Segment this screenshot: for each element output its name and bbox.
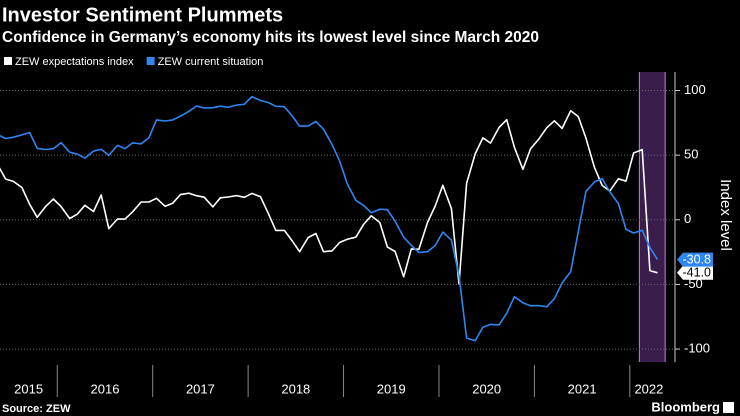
value-label: -41.0 xyxy=(683,266,712,280)
series-line xyxy=(0,95,659,342)
value-label: -30.8 xyxy=(683,252,712,266)
x-tick-label: 2022 xyxy=(634,381,663,396)
value-label-box xyxy=(677,252,713,267)
x-tick-label: 2021 xyxy=(568,381,597,396)
brand: Bloomberg xyxy=(651,399,720,414)
x-tick-label: 2018 xyxy=(281,381,310,396)
legend-swatch xyxy=(4,57,12,65)
legend-swatch xyxy=(146,57,155,65)
y-tick-label: 50 xyxy=(684,147,698,162)
x-tick-label: 2019 xyxy=(377,381,406,396)
x-tick-label: 2016 xyxy=(91,381,120,396)
x-tick-label: 2020 xyxy=(472,381,501,396)
y-tick-label: 0 xyxy=(684,211,691,226)
highlight-band xyxy=(639,72,666,362)
chart-subtitle: Confidence in Germany’s economy hits its… xyxy=(2,29,539,46)
chart-title: Investor Sentiment Plummets xyxy=(2,4,283,26)
y-tick-label: 100 xyxy=(684,82,706,97)
y-tick-label: -100 xyxy=(684,341,710,356)
value-label-box xyxy=(677,265,713,280)
legend-label: ZEW expectations index xyxy=(15,56,134,68)
x-tick-label: 2017 xyxy=(186,381,215,396)
source: Source: ZEW xyxy=(2,403,71,415)
x-tick-label: 2015 xyxy=(14,381,43,396)
brand-icon xyxy=(723,402,734,413)
legend-label: ZEW current situation xyxy=(158,56,264,68)
series-line xyxy=(0,109,658,285)
y-axis-label: Index level xyxy=(717,179,734,251)
